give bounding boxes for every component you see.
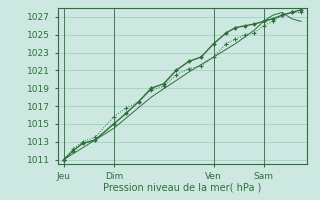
X-axis label: Pression niveau de la mer( hPa ): Pression niveau de la mer( hPa ) [103,182,261,192]
